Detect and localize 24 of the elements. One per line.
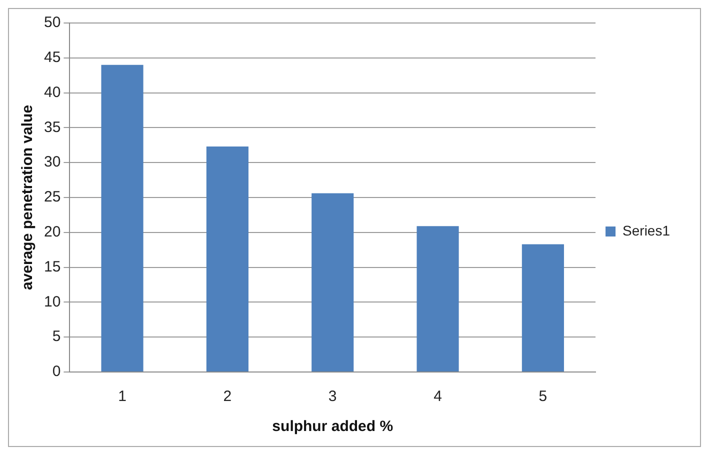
y-tick-label: 10 (44, 293, 61, 310)
x-tick-label: 1 (118, 388, 126, 406)
bar (101, 64, 144, 372)
y-axis-title: average penetration value (19, 104, 36, 290)
bar (206, 146, 248, 372)
y-tick-label: 35 (44, 118, 61, 136)
y-tick-label: 0 (52, 363, 61, 380)
bar (312, 193, 354, 372)
y-tick-label: 5 (52, 328, 61, 346)
x-tick-label: 4 (434, 388, 442, 406)
y-tick-label: 50 (44, 14, 61, 32)
x-tick-label: 2 (223, 388, 232, 406)
y-tick-label: 40 (44, 84, 61, 101)
bar (522, 244, 564, 372)
y-tick-label: 25 (44, 188, 61, 206)
legend-label: Series1 (622, 222, 670, 238)
x-tick-label: 5 (538, 388, 548, 406)
y-tick-label: 45 (44, 49, 61, 66)
x-tick-label: 3 (328, 388, 337, 406)
y-tick-label: 30 (44, 154, 61, 171)
y-tick-label: 15 (44, 258, 61, 276)
bar (416, 226, 459, 372)
y-tick-label: 20 (44, 224, 61, 241)
x-axis-title: sulphur added % (272, 418, 394, 436)
